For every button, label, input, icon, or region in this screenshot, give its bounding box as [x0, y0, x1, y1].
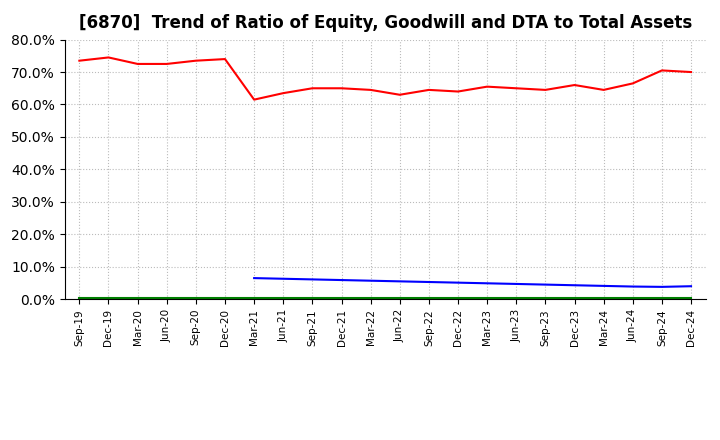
Equity — [337, 86, 346, 91]
Deferred Tax Assets — [687, 296, 696, 301]
Deferred Tax Assets — [250, 296, 258, 301]
Deferred Tax Assets — [163, 296, 171, 301]
Deferred Tax Assets — [337, 296, 346, 301]
Goodwill — [337, 277, 346, 282]
Deferred Tax Assets — [220, 296, 229, 301]
Equity — [512, 86, 521, 91]
Equity — [541, 87, 550, 92]
Equity — [687, 70, 696, 75]
Line: Goodwill: Goodwill — [254, 278, 691, 287]
Equity — [483, 84, 492, 89]
Goodwill — [629, 284, 637, 289]
Deferred Tax Assets — [599, 296, 608, 301]
Goodwill — [308, 277, 317, 282]
Equity — [220, 56, 229, 62]
Deferred Tax Assets — [104, 296, 113, 301]
Deferred Tax Assets — [279, 296, 287, 301]
Deferred Tax Assets — [512, 296, 521, 301]
Equity — [629, 81, 637, 86]
Deferred Tax Assets — [366, 296, 375, 301]
Deferred Tax Assets — [308, 296, 317, 301]
Deferred Tax Assets — [657, 296, 666, 301]
Goodwill — [599, 283, 608, 289]
Goodwill — [512, 281, 521, 286]
Equity — [133, 61, 142, 66]
Deferred Tax Assets — [454, 296, 462, 301]
Goodwill — [483, 281, 492, 286]
Equity — [163, 61, 171, 66]
Equity — [75, 58, 84, 63]
Deferred Tax Assets — [133, 296, 142, 301]
Equity — [104, 55, 113, 60]
Equity — [425, 87, 433, 92]
Deferred Tax Assets — [629, 296, 637, 301]
Goodwill — [250, 275, 258, 281]
Deferred Tax Assets — [75, 296, 84, 301]
Line: Equity: Equity — [79, 58, 691, 99]
Deferred Tax Assets — [570, 296, 579, 301]
Equity — [657, 68, 666, 73]
Equity — [454, 89, 462, 94]
Goodwill — [395, 279, 404, 284]
Goodwill — [366, 278, 375, 283]
Deferred Tax Assets — [425, 296, 433, 301]
Deferred Tax Assets — [395, 296, 404, 301]
Equity — [250, 97, 258, 102]
Goodwill — [687, 284, 696, 289]
Deferred Tax Assets — [483, 296, 492, 301]
Equity — [599, 87, 608, 92]
Equity — [570, 82, 579, 88]
Goodwill — [570, 282, 579, 288]
Title: [6870]  Trend of Ratio of Equity, Goodwill and DTA to Total Assets: [6870] Trend of Ratio of Equity, Goodwil… — [78, 15, 692, 33]
Equity — [192, 58, 200, 63]
Equity — [366, 87, 375, 92]
Goodwill — [279, 276, 287, 282]
Deferred Tax Assets — [192, 296, 200, 301]
Goodwill — [425, 279, 433, 285]
Goodwill — [454, 280, 462, 285]
Deferred Tax Assets — [541, 296, 550, 301]
Goodwill — [541, 282, 550, 287]
Equity — [308, 86, 317, 91]
Equity — [279, 91, 287, 96]
Equity — [395, 92, 404, 97]
Goodwill — [657, 284, 666, 290]
